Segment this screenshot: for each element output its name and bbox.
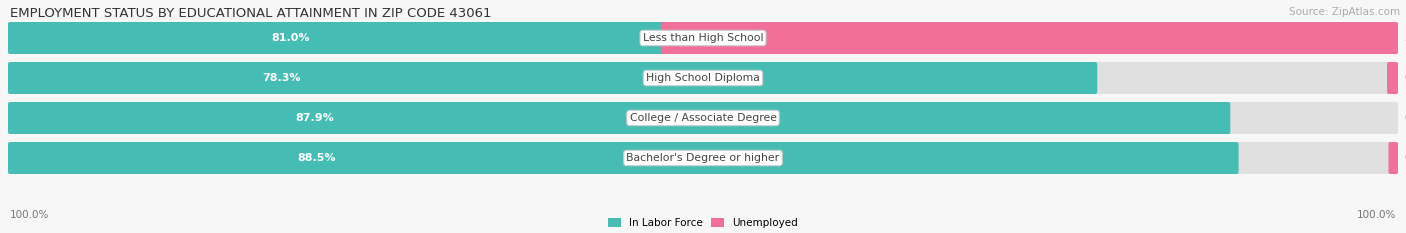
FancyBboxPatch shape bbox=[8, 22, 1398, 54]
Text: 0.5%: 0.5% bbox=[1405, 73, 1406, 83]
FancyBboxPatch shape bbox=[8, 102, 1230, 134]
Text: Source: ZipAtlas.com: Source: ZipAtlas.com bbox=[1289, 7, 1400, 17]
Text: 87.9%: 87.9% bbox=[295, 113, 335, 123]
FancyBboxPatch shape bbox=[8, 22, 1135, 54]
Text: College / Associate Degree: College / Associate Degree bbox=[630, 113, 776, 123]
Text: 52.9%: 52.9% bbox=[1405, 33, 1406, 43]
Text: 100.0%: 100.0% bbox=[1357, 210, 1396, 220]
Text: EMPLOYMENT STATUS BY EDUCATIONAL ATTAINMENT IN ZIP CODE 43061: EMPLOYMENT STATUS BY EDUCATIONAL ATTAINM… bbox=[10, 7, 492, 20]
Text: 78.3%: 78.3% bbox=[262, 73, 301, 83]
Text: Less than High School: Less than High School bbox=[643, 33, 763, 43]
Text: Bachelor's Degree or higher: Bachelor's Degree or higher bbox=[627, 153, 779, 163]
Text: High School Diploma: High School Diploma bbox=[647, 73, 759, 83]
Text: 81.0%: 81.0% bbox=[271, 33, 309, 43]
FancyBboxPatch shape bbox=[8, 62, 1097, 94]
FancyBboxPatch shape bbox=[8, 142, 1398, 174]
FancyBboxPatch shape bbox=[8, 142, 1239, 174]
FancyBboxPatch shape bbox=[661, 22, 1398, 54]
FancyBboxPatch shape bbox=[1389, 142, 1398, 174]
FancyBboxPatch shape bbox=[8, 62, 1398, 94]
Text: 0.4%: 0.4% bbox=[1405, 153, 1406, 163]
FancyBboxPatch shape bbox=[1388, 62, 1398, 94]
Text: 100.0%: 100.0% bbox=[10, 210, 49, 220]
Text: 0.0%: 0.0% bbox=[1405, 113, 1406, 123]
Text: 88.5%: 88.5% bbox=[298, 153, 336, 163]
FancyBboxPatch shape bbox=[8, 102, 1398, 134]
Legend: In Labor Force, Unemployed: In Labor Force, Unemployed bbox=[609, 218, 797, 228]
